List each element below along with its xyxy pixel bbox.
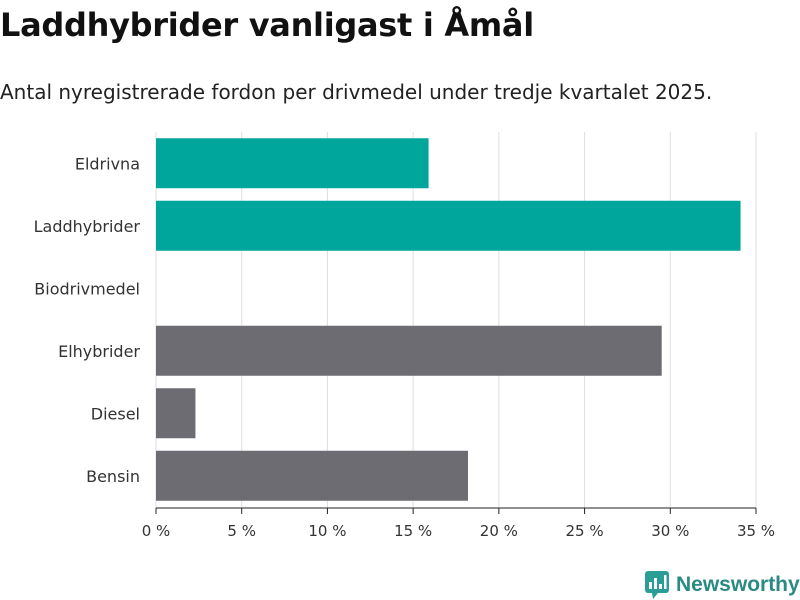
category-label-elhybrider: Elhybrider <box>58 342 140 361</box>
category-label-eldrivna: Eldrivna <box>75 154 140 173</box>
x-tick-label: 5 % <box>227 522 256 540</box>
category-labels: Eldrivna Laddhybrider Biodrivmedel Elhybrid… <box>34 154 141 486</box>
category-label-laddhybrider: Laddhybrider <box>34 217 141 236</box>
chart-title: Laddhybrider vanligast i Åmål <box>0 6 534 44</box>
category-label-diesel: Diesel <box>91 404 140 423</box>
bar-diesel <box>156 388 196 439</box>
x-tick-label: 0 % <box>142 522 171 540</box>
category-label-biodrivmedel: Biodrivmedel <box>34 279 140 298</box>
gridlines <box>155 132 757 508</box>
x-axis: 0 % 5 % 10 % 15 % 20 % 25 % 30 % 35 % <box>142 507 775 540</box>
x-tick-label: 25 % <box>566 522 604 540</box>
bar-elhybrider <box>156 325 662 376</box>
chart-subtitle: Antal nyregistrerade fordon per drivmede… <box>0 80 713 104</box>
bar-bensin <box>156 450 468 501</box>
newsworthy-logo-text: Newsworthy <box>676 573 800 596</box>
x-tick-label: 35 % <box>737 522 775 540</box>
newsworthy-logo-icon <box>645 571 669 599</box>
category-label-bensin: Bensin <box>86 467 140 486</box>
x-tick-label: 10 % <box>308 522 346 540</box>
x-tick-label: 20 % <box>480 522 518 540</box>
bar-chart: Eldrivna Laddhybrider Biodrivmedel Elhybrid… <box>34 132 775 540</box>
bar-eldrivna <box>156 138 429 189</box>
bar-laddhybrider <box>156 200 741 251</box>
x-tick-label: 15 % <box>394 522 432 540</box>
newsworthy-logo: Newsworthy <box>644 570 800 600</box>
x-tick-label: 30 % <box>651 522 689 540</box>
bars <box>156 138 741 501</box>
